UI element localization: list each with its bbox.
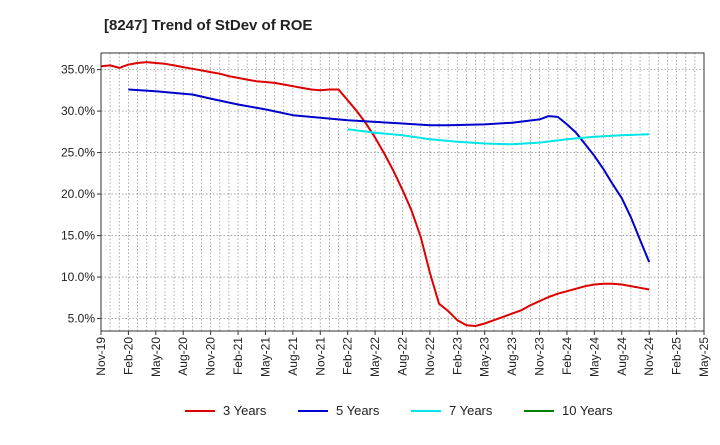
- x-tick-label: May-24: [587, 337, 601, 377]
- y-tick-label: 35.0%: [61, 63, 95, 77]
- x-tick-label: May-25: [697, 337, 711, 377]
- x-tick-label: Nov-19: [94, 337, 108, 376]
- x-tick-label: May-22: [368, 337, 382, 377]
- x-tick-label: Feb-23: [450, 337, 464, 375]
- legend-label: 5 Years: [336, 403, 380, 418]
- x-tick-label: Nov-24: [642, 337, 656, 376]
- chart-title: [8247] Trend of StDev of ROE: [104, 17, 312, 34]
- y-tick-label: 15.0%: [61, 229, 95, 243]
- legend: 3 Years 5 Years 7 Years 10 Years: [185, 403, 613, 418]
- x-tick-label: May-20: [149, 337, 163, 377]
- y-tick-label: 20.0%: [61, 187, 95, 201]
- x-tick-label: May-21: [258, 337, 272, 377]
- x-tick-label: Nov-20: [204, 337, 218, 376]
- x-tick-label: Nov-22: [423, 337, 437, 376]
- legend-label: 3 Years: [223, 403, 267, 418]
- x-tick-label: Aug-22: [396, 337, 410, 376]
- series-line-7-years: [347, 128, 650, 146]
- x-tick-label: Feb-24: [560, 337, 574, 375]
- x-tick-label: Aug-24: [615, 337, 629, 376]
- x-tick-label: Aug-20: [176, 337, 190, 376]
- y-tick-label: 30.0%: [61, 104, 95, 118]
- y-axis-ticks: 5.0% 10.0% 15.0% 20.0% 25.0% 30.0% 35.0%: [61, 63, 101, 326]
- y-tick-label: 25.0%: [61, 146, 95, 160]
- legend-label: 7 Years: [449, 403, 493, 418]
- series-lines: [100, 61, 651, 327]
- x-tick-label: Feb-22: [341, 337, 355, 375]
- x-tick-label: Aug-21: [286, 337, 300, 376]
- x-tick-label: Feb-20: [121, 337, 135, 375]
- x-tick-label: Nov-23: [533, 337, 547, 376]
- legend-label: 10 Years: [562, 403, 613, 418]
- series-line-3-years: [100, 61, 650, 327]
- y-tick-label: 10.0%: [61, 270, 95, 284]
- x-axis-ticks: Nov-19 Feb-20 May-20 Aug-20 Nov-20 Feb-21 May-…: [94, 331, 711, 377]
- x-tick-label: Aug-23: [505, 337, 519, 376]
- y-tick-label: 5.0%: [68, 312, 96, 326]
- x-tick-label: Feb-25: [670, 337, 684, 375]
- x-tick-label: May-23: [478, 337, 492, 377]
- x-tick-label: Nov-21: [313, 337, 327, 376]
- x-tick-label: Feb-21: [231, 337, 245, 375]
- series-line-5-years: [128, 88, 651, 263]
